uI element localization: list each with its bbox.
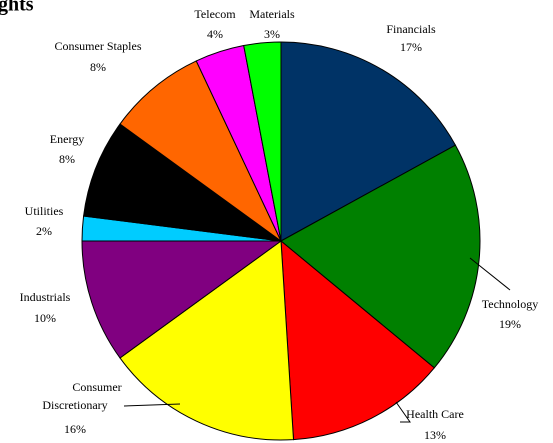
slice-label: Financials [386,22,436,36]
pie-slice [81,240,283,359]
slice-label: Materials [249,7,295,21]
slice-label: Health Care [406,407,464,421]
slice-label: Telecom [194,7,236,21]
slice-label: Technology [482,297,538,311]
slice-label: Consumer Discretionary [42,380,121,412]
slice-value-label: 16% [64,422,86,436]
pie-slice [83,123,282,242]
chart-title: ghts [0,0,34,16]
pie-slice [280,239,436,441]
leader-line [395,401,411,423]
leader-line [123,403,181,407]
slice-label: Industrials [20,290,71,304]
slice-value-label: 3% [264,27,280,41]
slice-value-label: 4% [207,27,223,41]
slice-value-label: 10% [34,311,56,325]
leader-line [469,257,511,291]
slice-value-label: 17% [400,40,422,54]
slice-value-label: 19% [499,317,521,331]
slice-value-label: 2% [36,224,52,238]
slice-label: Consumer Staples [55,39,142,53]
slice-label: Utilities [25,204,64,218]
slice-label: Energy [50,132,84,146]
slice-value-label: 13% [424,428,446,442]
pie-slice [243,41,282,242]
pie-slice [119,60,282,242]
pie-slice [119,240,295,441]
pie-slice [280,41,457,242]
pie-slice [280,144,481,369]
slice-value-label: 8% [59,152,75,166]
slice-value-label: 8% [90,60,106,74]
